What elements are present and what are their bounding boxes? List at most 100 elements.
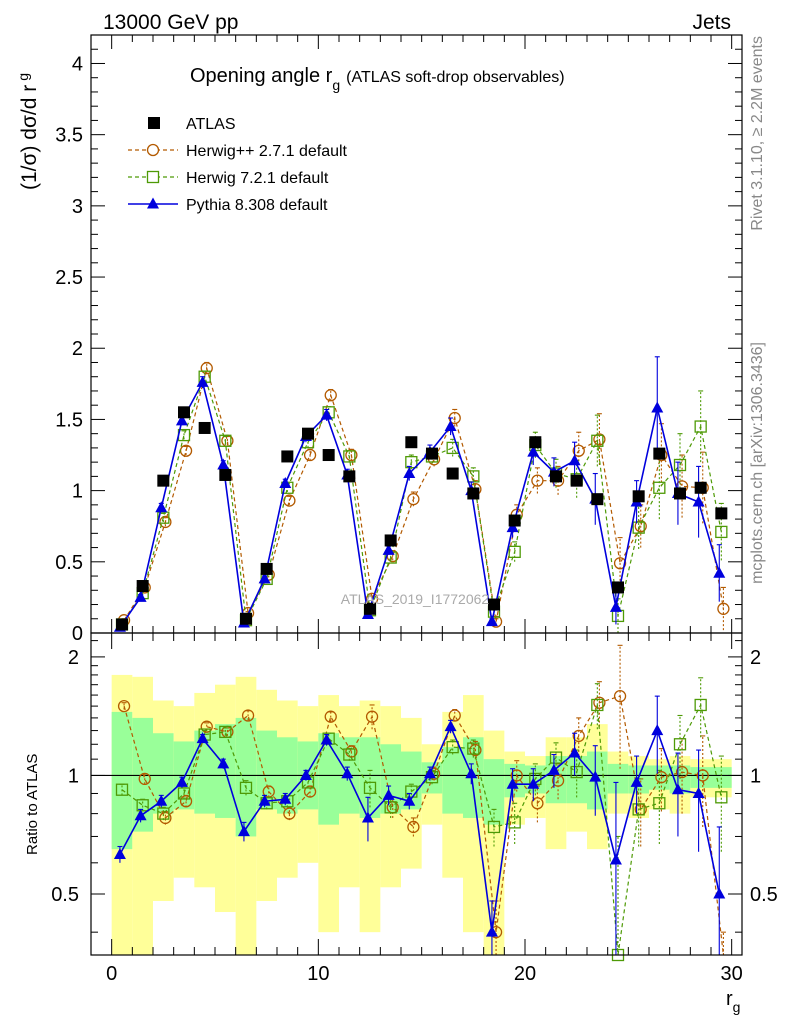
point-main-herwig7-11 [343,450,356,463]
point-ratio-herwig7-22 [570,765,583,779]
point-main-atlas-20 [529,436,542,449]
point-main-pythia-13 [382,543,395,555]
point-ratio-herwig-pp-24 [613,689,627,703]
ratio-y-axis-label: Ratio to ATLAS [24,754,41,855]
point-main-herwig7-14 [405,455,418,469]
ratio-band-green-21 [545,756,567,804]
point-main-atlas-7 [260,562,273,575]
main-y-axis-label-main: (1/σ) dσ/d r [18,85,41,190]
point-main-atlas-15 [426,447,438,460]
point-main-herwig7-19 [508,545,521,558]
main-line-herwig7 [121,374,722,625]
point-ratio-pythia-20 [527,777,540,789]
point-ratio-herwig7-26 [653,797,666,810]
point-main-atlas-2 [157,474,170,487]
legend-entry-atlas: ATLAS [148,116,236,133]
point-main-herwig7-26 [653,481,666,494]
point-ratio-pythia-12 [361,811,374,823]
ratio-band-green-10 [318,733,339,825]
point-ratio-pythia-10 [320,733,333,745]
plot-title: Opening angle rg (ATLAS soft-drop observa… [190,65,565,93]
point-ratio-pythia-27 [671,783,684,795]
ratio-ytick-label-0: 0.5 [51,884,79,906]
main-ytick-label-4: 2 [72,338,83,360]
point-ratio-pythia-25 [630,775,643,787]
point-ratio-herwig-pp-20 [531,797,544,810]
point-ratio-pythia-5 [217,757,230,769]
legend-marker-herwig7 [146,170,160,184]
point-ratio-pythia-29 [713,887,726,899]
point-main-herwig-pp-20 [531,474,544,487]
point-ratio-herwig7-17 [467,742,480,755]
point-main-atlas-8 [281,450,294,463]
point-main-pythia-4 [196,375,209,387]
point-ratio-pythia-17 [465,767,478,779]
point-main-atlas-10 [322,449,335,462]
point-ratio-pythia-21 [547,763,560,775]
plot-title-rest: (ATLAS soft-drop observables) [346,69,564,86]
point-ratio-herwig7-25 [632,803,645,816]
main-ytick-label-8: 4 [72,53,83,75]
point-main-pythia-29 [713,566,726,578]
main-ytick-label-1: 0.5 [55,552,83,574]
main-ytick-label-2: 1 [72,481,83,503]
point-main-atlas-13 [384,534,397,547]
main-y-axis-label-sub: g [15,73,31,81]
legend: ATLAS Herwig++ 2.7.1 default Herwig 7.2.… [128,116,348,214]
point-main-atlas-16 [446,467,459,480]
point-ratio-herwig-pp-3 [179,795,193,808]
point-main-atlas-28 [694,481,707,494]
legend-label-pythia: Pythia 8.308 default [186,197,328,214]
point-main-atlas-27 [674,487,686,500]
point-main-herwig-pp-22 [572,444,585,457]
point-ratio-pythia-9 [299,768,312,780]
point-main-herwig-pp-14 [407,493,420,506]
point-main-atlas-24 [612,581,624,594]
main-y-axis-label: (1/σ) dσ/d r g [15,73,41,190]
point-ratio-pythia-19 [506,777,519,789]
point-main-atlas-23 [591,493,604,506]
point-main-atlas-19 [508,514,521,527]
point-ratio-herwig-pp-22 [572,729,585,743]
point-ratio-herwig-pp-0 [117,699,131,713]
point-main-atlas-4 [198,421,211,434]
point-main-herwig-pp-25 [634,520,647,533]
point-ratio-herwig7-2 [157,807,170,820]
point-main-herwig-pp-29 [717,602,730,615]
ratio-band-green-28 [690,767,711,788]
point-ratio-pythia-22 [568,746,581,758]
point-ratio-pythia-18 [485,925,498,937]
point-main-atlas-22 [570,474,583,487]
ratio-band-green-13 [380,744,401,814]
point-main-pythia-24 [609,600,622,612]
point-main-pythia-22 [568,454,581,466]
legend-label-herwig7: Herwig 7.2.1 default [186,170,329,187]
point-ratio-herwig-pp-21 [551,774,565,787]
ratio-band-green-7 [256,730,277,810]
point-ratio-pythia-6 [237,825,250,837]
ratio-band-green-16 [442,747,463,814]
point-main-herwig7-29 [715,525,728,539]
point-ratio-herwig-pp-12 [365,710,379,723]
point-main-pythia-28 [692,495,705,507]
legend-entry-herwig-pp: Herwig++ 2.7.1 default [128,143,348,160]
ratio-band-green-2 [153,733,174,814]
ratio-ytick-label-right-0: 0.5 [750,884,778,906]
point-main-pythia-1 [134,590,147,602]
ratio-line-herwig7 [121,703,722,956]
point-main-pythia-8 [279,477,292,488]
point-main-atlas-14 [405,436,418,449]
point-main-herwig-pp-2 [159,515,172,529]
point-main-pythia-16 [444,420,457,432]
point-ratio-herwig-pp-4 [200,720,213,733]
point-ratio-pythia-4 [196,732,209,744]
point-main-pythia-14 [403,467,416,479]
point-ratio-herwig7-12 [363,781,377,795]
point-ratio-herwig7-5 [219,725,232,739]
point-ratio-pythia-15 [423,767,436,779]
main-ytick-label-7: 3.5 [55,125,83,147]
point-main-atlas-11 [343,470,356,483]
main-plot: 0 0.5 1 1.5 2 2.5 3 3.5 4 ATLAS_2019_I1772062 Op… [15,34,743,645]
point-main-herwig7-27 [673,458,687,472]
point-main-atlas-3 [178,406,190,419]
